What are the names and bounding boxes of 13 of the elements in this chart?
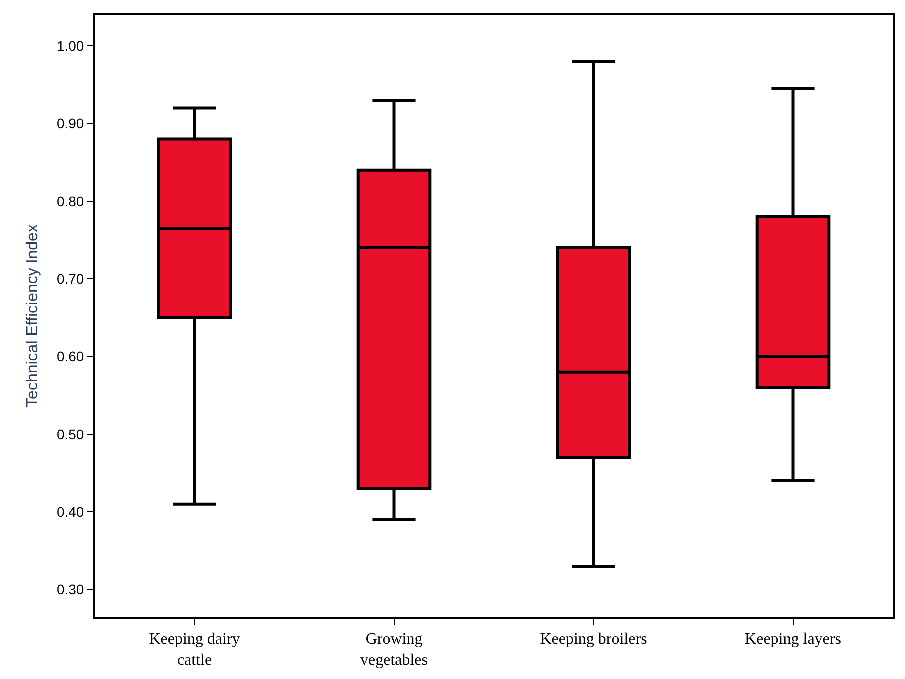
y-tick-label: 1.00 (56, 38, 84, 54)
y-tick-label: 0.30 (56, 582, 84, 598)
y-axis-title: Technical Efficiency Index (24, 224, 42, 408)
y-tick-label: 0.60 (56, 348, 84, 365)
x-tick-label: Keeping dairy cattle (149, 631, 240, 669)
y-tick-label: 0.40 (56, 504, 84, 520)
y-tick-label: 0.50 (56, 426, 84, 442)
y-tick-label: 0.70 (56, 271, 84, 287)
x-tick-label: Growing vegetables (360, 631, 428, 669)
x-tick-label: Keeping broilers (540, 631, 648, 648)
x-tick-label: Keeping layers (745, 631, 842, 648)
y-tick-label: 0.80 (56, 193, 84, 210)
y-tick-label: 0.90 (56, 116, 84, 132)
